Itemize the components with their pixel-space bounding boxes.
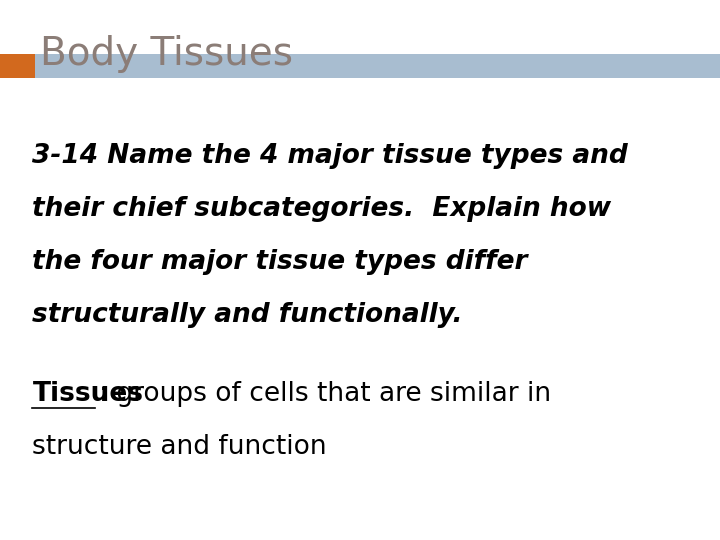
Text: 3-14 Name the 4 major tissue types and: 3-14 Name the 4 major tissue types and [32, 143, 628, 169]
Text: structurally and functionally.: structurally and functionally. [32, 302, 463, 328]
FancyBboxPatch shape [0, 54, 35, 78]
Text: : groups of cells that are similar in: : groups of cells that are similar in [99, 381, 551, 407]
Text: structure and function: structure and function [32, 434, 327, 460]
Text: the four major tissue types differ: the four major tissue types differ [32, 249, 528, 275]
FancyBboxPatch shape [35, 54, 720, 78]
Text: Body Tissues: Body Tissues [40, 35, 292, 73]
Text: their chief subcategories.  Explain how: their chief subcategories. Explain how [32, 196, 611, 222]
Text: Tissues: Tissues [32, 381, 143, 407]
